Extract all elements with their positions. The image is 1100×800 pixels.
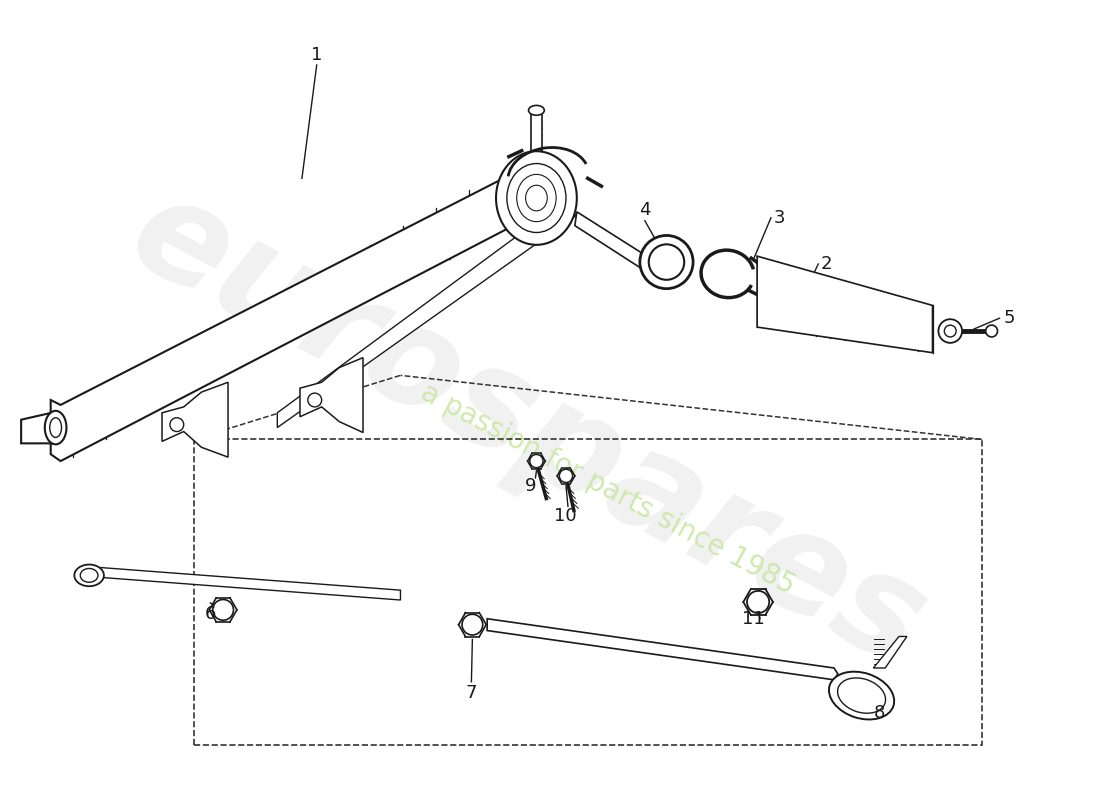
Polygon shape: [277, 200, 575, 427]
Polygon shape: [575, 212, 651, 272]
Ellipse shape: [640, 235, 693, 289]
Circle shape: [462, 614, 483, 635]
Circle shape: [938, 319, 962, 343]
Text: eurospares: eurospares: [109, 164, 948, 695]
Circle shape: [530, 454, 543, 468]
Text: 1: 1: [311, 46, 322, 64]
Ellipse shape: [829, 672, 894, 719]
Polygon shape: [300, 358, 363, 433]
Circle shape: [559, 470, 573, 482]
Text: 10: 10: [553, 507, 576, 526]
Polygon shape: [530, 114, 542, 150]
Ellipse shape: [649, 244, 684, 280]
Text: a passion for parts since 1985: a passion for parts since 1985: [416, 378, 800, 599]
Ellipse shape: [528, 106, 544, 115]
Text: 4: 4: [639, 201, 650, 219]
Bar: [194, 439, 982, 745]
Polygon shape: [21, 412, 56, 443]
Circle shape: [212, 599, 233, 620]
Polygon shape: [162, 382, 228, 457]
Polygon shape: [757, 256, 933, 353]
Polygon shape: [100, 567, 400, 600]
Polygon shape: [487, 618, 838, 680]
Circle shape: [169, 418, 184, 431]
Circle shape: [308, 393, 321, 407]
Ellipse shape: [496, 151, 576, 245]
Polygon shape: [51, 166, 563, 461]
Text: 3: 3: [774, 209, 785, 226]
Ellipse shape: [75, 565, 103, 586]
Text: 5: 5: [1003, 310, 1015, 327]
Polygon shape: [873, 637, 906, 668]
Ellipse shape: [45, 411, 66, 444]
Circle shape: [747, 591, 769, 613]
Text: 6: 6: [205, 605, 216, 623]
Text: 2: 2: [821, 255, 832, 273]
Text: 9: 9: [525, 477, 537, 494]
Text: 7: 7: [465, 684, 477, 702]
Text: 11: 11: [741, 610, 764, 628]
Text: 8: 8: [873, 704, 886, 722]
Circle shape: [986, 325, 998, 337]
